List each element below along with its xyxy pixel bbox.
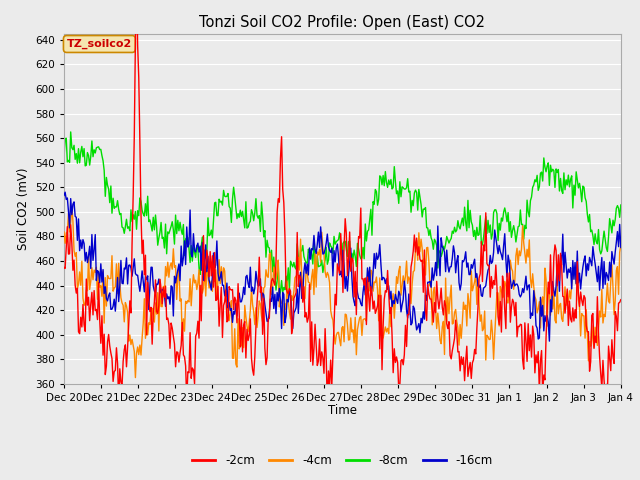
Legend: -2cm, -4cm, -8cm, -16cm: -2cm, -4cm, -8cm, -16cm [187, 449, 498, 472]
Title: Tonzi Soil CO2 Profile: Open (East) CO2: Tonzi Soil CO2 Profile: Open (East) CO2 [200, 15, 485, 30]
X-axis label: Time: Time [328, 405, 357, 418]
Y-axis label: Soil CO2 (mV): Soil CO2 (mV) [17, 168, 29, 250]
Text: TZ_soilco2: TZ_soilco2 [67, 39, 132, 49]
